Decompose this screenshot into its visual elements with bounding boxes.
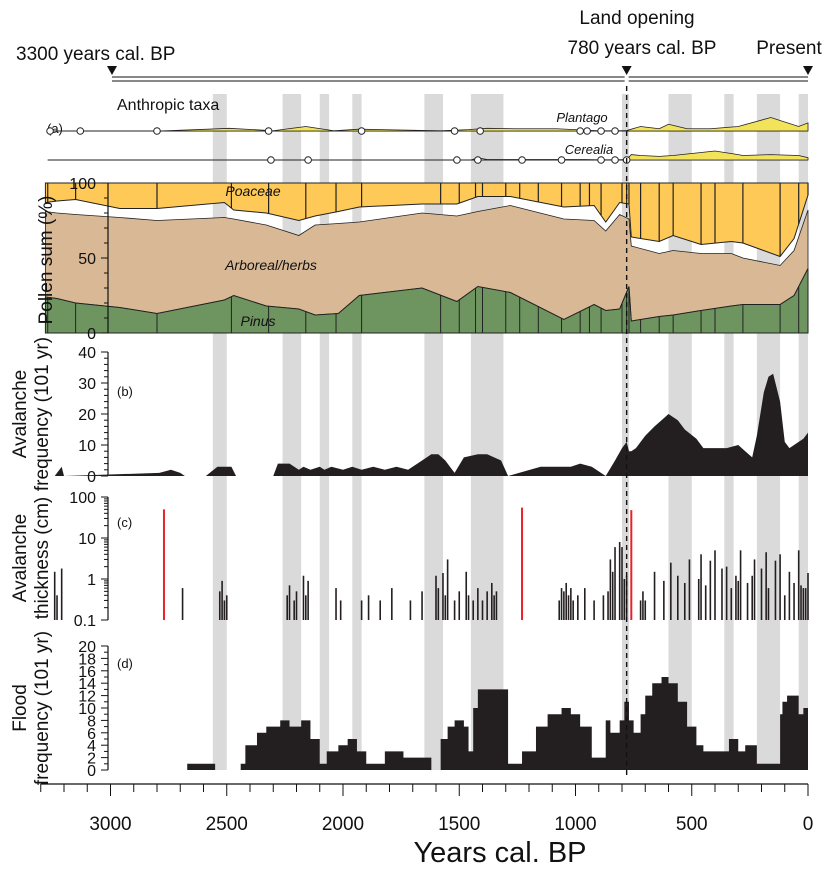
- zero-marker: [304, 156, 312, 164]
- flood-frequency-y-tick-label: 0: [87, 763, 96, 780]
- flood-frequency-ylabel-line1: Flood: [10, 684, 31, 732]
- avalanche-frequency-ylabel-line1: Avalanche: [10, 370, 31, 458]
- x-tick-label: 2000: [322, 814, 364, 835]
- flood-frequency-y-tick-label: 12: [78, 689, 96, 706]
- present-label: Present: [756, 38, 822, 59]
- plantago-label: Plantago: [556, 110, 607, 125]
- avalanche-frequency-area: [54, 373, 808, 476]
- flood-frequency-y-tick-label: 8: [87, 713, 96, 730]
- land-opening-label: Land opening: [579, 8, 694, 29]
- timeline-marker: [107, 66, 117, 75]
- zero-marker: [46, 127, 54, 135]
- zero-marker: [450, 127, 459, 135]
- avalanche-thickness-ylabel-line2: thickness (cm): [32, 497, 53, 619]
- x-tick-label: 3000: [89, 814, 131, 835]
- avalanche-thickness-ylabel-line1: Avalanche: [10, 514, 31, 602]
- panel-b-label: (b): [117, 384, 133, 399]
- panel-c-label: (c): [117, 515, 132, 530]
- timeline-marker: [621, 66, 632, 75]
- zero-marker: [597, 156, 605, 164]
- avalanche-frequency-y-tick-label: 30: [78, 376, 96, 393]
- zero-marker: [357, 127, 366, 135]
- zero-marker: [597, 127, 605, 135]
- x-tick-label: 1500: [438, 814, 480, 835]
- zero-marker: [476, 127, 484, 135]
- zero-marker: [153, 127, 161, 135]
- flood-frequency-y-tick-label: 16: [78, 664, 96, 681]
- zero-marker: [267, 156, 275, 164]
- avalanche-thickness-y-tick-label: 100: [69, 490, 96, 507]
- zero-marker: [453, 156, 461, 164]
- highlight-band-6: [622, 94, 629, 770]
- highlight-band-10: [798, 94, 808, 770]
- highlight-band-2: [319, 94, 330, 770]
- event-date-label: 780 years cal. BP: [568, 38, 717, 59]
- flood-frequency-y-tick-label: 18: [78, 651, 96, 668]
- flood-frequency-ylabel-line2: frequency (101 yr): [32, 631, 53, 785]
- x-tick-label: 2500: [206, 814, 248, 835]
- zero-marker: [264, 127, 273, 135]
- pinus-label: Pinus: [240, 313, 275, 329]
- avalanche-frequency-panel: 0 10 20 30 40: [54, 345, 808, 486]
- highlight-band-3: [352, 94, 362, 770]
- flood-frequency-y-tick-label: 4: [87, 738, 96, 755]
- timeline-marker: [803, 66, 813, 75]
- anthropic-taxa-title: Anthropic taxa: [117, 97, 219, 114]
- pollen-y-tick-label: 0: [87, 326, 96, 343]
- avalanche-frequency-y-tick-label: 0: [87, 469, 96, 486]
- avalanche-thickness-y-tick-label: 0.1: [74, 613, 96, 630]
- x-tick-label: 500: [676, 814, 708, 835]
- avalanche-thickness-y-tick-label: 10: [78, 531, 96, 548]
- zero-marker: [76, 127, 85, 135]
- flood-frequency-area: [182, 670, 808, 770]
- anthropic-panel: [46, 117, 809, 164]
- flood-frequency-y-tick-label: 6: [87, 726, 96, 743]
- cerealia-area: [47, 150, 809, 161]
- pollen-y-tick-label: 50: [78, 251, 96, 268]
- pollen-y-tick-label: 100: [69, 176, 96, 193]
- x-axis-title: Years cal. BP: [413, 837, 586, 869]
- zero-marker: [518, 156, 526, 164]
- timeline-bar: [107, 66, 813, 82]
- zero-marker: [557, 156, 566, 164]
- x-tick-label: 0: [803, 814, 814, 835]
- avalanche-frequency-y-tick-label: 10: [78, 438, 96, 455]
- zero-marker: [583, 127, 591, 135]
- highlight-band-8: [724, 94, 734, 770]
- x-tick-label: 1000: [554, 814, 596, 835]
- flood-frequency-y-tick-label: 10: [78, 701, 96, 718]
- flood-frequency-ylabel: Flood frequency (101 yr): [10, 631, 53, 785]
- flood-frequency-y-tick-label: 14: [78, 676, 96, 693]
- zero-marker: [474, 156, 482, 164]
- flood-frequency-y-tick-label: 2: [87, 751, 96, 768]
- panel-d-label: (d): [117, 656, 133, 671]
- avalanche-thickness-y-tick-label: 1: [87, 572, 96, 589]
- zero-marker: [611, 127, 619, 135]
- cerealia-label: Cerealia: [565, 142, 613, 157]
- zero-marker: [611, 156, 619, 164]
- avalanche-thickness-panel: 0.1 1 10 100: [53, 490, 809, 630]
- highlight-band-5: [470, 94, 504, 770]
- avalanche-thickness-ylabel: Avalanche thickness (cm): [10, 497, 53, 619]
- pollen-ylabel: Pollen sum (%): [36, 196, 57, 325]
- avalanche-frequency-ylabel-line2: frequency (101 yr): [32, 337, 53, 491]
- start-date-label: 3300 years cal. BP: [16, 44, 175, 65]
- zero-marker: [576, 127, 584, 135]
- pollen-panel: 0 50 100: [44, 176, 809, 343]
- poaceae-label: Poaceae: [225, 183, 280, 199]
- avalanche-frequency-ylabel: Avalanche frequency (101 yr): [10, 337, 53, 491]
- x-axis: 3000 2500 2000 1500 1000 500 0: [40, 783, 814, 835]
- y-axis-labels: Avalanche frequency (101 yr)Avalanche thic…: [10, 337, 53, 785]
- arboreal-herbs-label: Arboreal/herbs: [224, 257, 317, 273]
- avalanche-frequency-y-tick-label: 40: [78, 345, 96, 362]
- flood-frequency-y-tick-label: 20: [78, 639, 96, 656]
- avalanche-frequency-y-tick-label: 20: [78, 407, 96, 424]
